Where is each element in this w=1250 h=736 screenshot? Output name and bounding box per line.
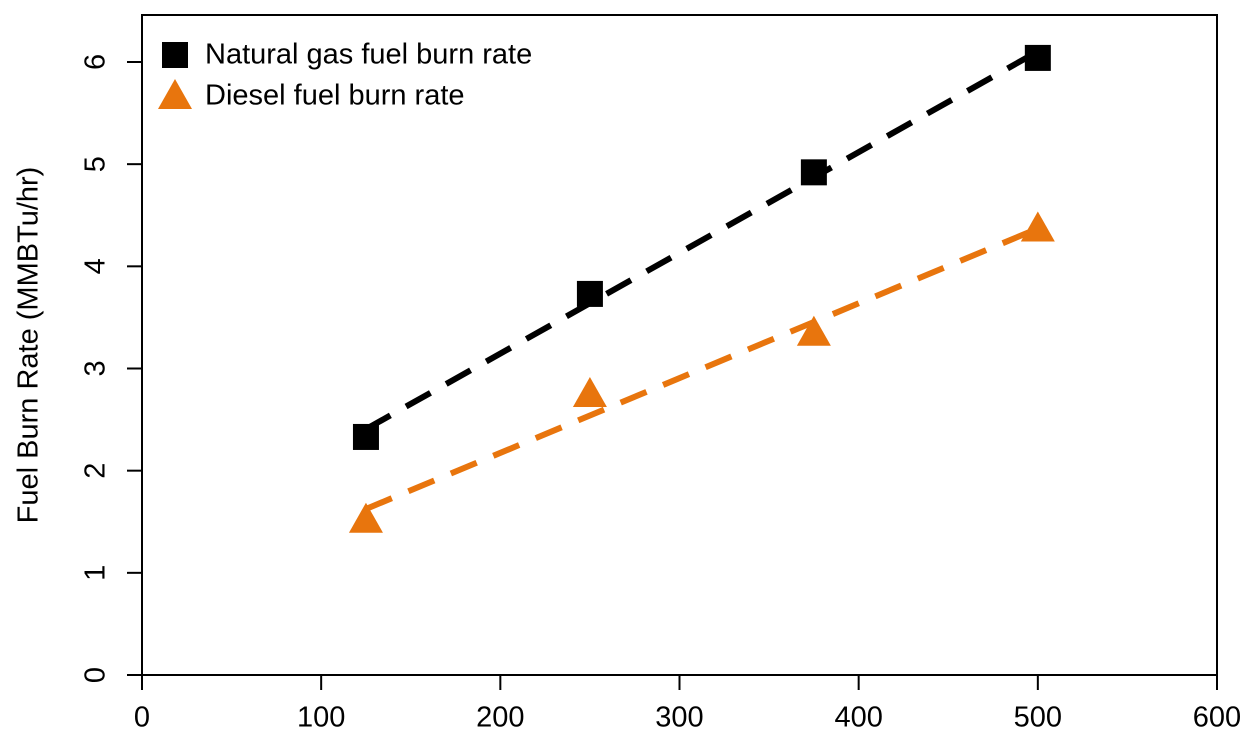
square-marker	[1024, 44, 1051, 71]
y-tick-label: 2	[80, 463, 112, 479]
square-marker	[800, 159, 827, 186]
x-tick-label: 600	[1193, 702, 1241, 734]
square-marker	[576, 280, 603, 307]
trend-line	[364, 225, 1039, 512]
x-tick-label: 0	[134, 702, 150, 734]
x-tick-label: 100	[297, 702, 345, 734]
triangle-marker	[572, 377, 607, 408]
trend-line	[364, 48, 1040, 432]
x-tick-label: 200	[476, 702, 524, 734]
triangle-marker	[796, 315, 831, 346]
triangle-marker	[1020, 211, 1055, 242]
y-tick-label: 0	[80, 667, 112, 683]
x-tick-label: 400	[834, 702, 882, 734]
legend-label: Natural gas fuel burn rate	[205, 39, 532, 71]
legend-marker	[162, 42, 188, 68]
square-marker	[352, 423, 379, 450]
y-axis-title: Fuel Burn Rate (MMBTu/hr)	[13, 167, 45, 524]
y-tick-label: 6	[80, 54, 112, 70]
y-tick-label: 5	[80, 156, 112, 172]
legend-marker	[158, 79, 192, 109]
x-tick-label: 300	[655, 702, 703, 734]
y-tick-label: 1	[80, 565, 112, 581]
x-tick-label: 500	[1014, 702, 1062, 734]
plot-frame	[141, 14, 1218, 676]
y-tick-label: 3	[80, 360, 112, 376]
y-tick-label: 4	[80, 258, 112, 274]
triangle-marker	[348, 502, 383, 533]
legend-label: Diesel fuel burn rate	[205, 80, 465, 112]
